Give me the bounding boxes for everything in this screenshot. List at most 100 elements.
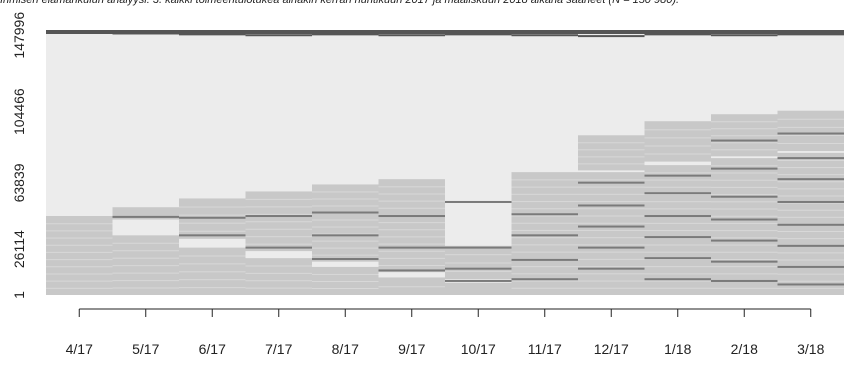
column-4: [245, 30, 312, 295]
state-line: [179, 33, 246, 36]
band-stripe: [312, 198, 379, 200]
band-stripe: [578, 222, 645, 224]
band-stripe: [46, 287, 113, 289]
state-line: [644, 192, 711, 195]
band-stripe: [711, 230, 778, 232]
state-line: [179, 234, 246, 237]
column-3: [179, 30, 246, 295]
column-9: [578, 30, 645, 295]
band-stripe: [777, 259, 844, 261]
band-stripe: [777, 209, 844, 211]
support-band: [578, 172, 645, 295]
band-stripe: [179, 263, 246, 265]
column-background: [245, 30, 312, 295]
band-stripe: [644, 145, 711, 147]
band-stripe: [511, 193, 578, 195]
state-line: [312, 33, 379, 36]
state-line: [511, 258, 578, 261]
band-stripe: [644, 186, 711, 188]
y-tick-label: 147996: [11, 12, 27, 59]
support-band: [445, 282, 512, 295]
band-stripe: [578, 179, 645, 181]
band-stripe: [312, 226, 379, 228]
band-stripe: [777, 231, 844, 233]
state-line: [445, 267, 512, 270]
band-stripe: [578, 149, 645, 151]
state-line: [511, 234, 578, 237]
state-line: [179, 216, 246, 219]
band-stripe: [578, 258, 645, 260]
band-stripe: [511, 237, 578, 239]
band-stripe: [644, 287, 711, 289]
state-line: [777, 132, 844, 135]
band-stripe: [245, 236, 312, 238]
band-stripe: [777, 202, 844, 204]
y-tick-label: 104466: [11, 88, 27, 135]
band-stripe: [179, 287, 246, 289]
band-stripe: [378, 207, 445, 209]
band-stripe: [179, 255, 246, 257]
band-stripe: [312, 205, 379, 207]
support-band: [312, 184, 379, 262]
band-stripe: [711, 179, 778, 181]
band-stripe: [777, 118, 844, 120]
state-line: [711, 260, 778, 263]
support-band: [711, 158, 778, 295]
state-line: [711, 195, 778, 198]
state-line: [711, 139, 778, 142]
band-stripe: [46, 251, 113, 253]
band-stripe: [312, 240, 379, 242]
band-stripe: [644, 179, 711, 181]
band-stripe: [711, 135, 778, 137]
band-stripe: [511, 244, 578, 246]
band-stripe: [711, 194, 778, 196]
band-stripe: [777, 273, 844, 275]
band-stripe: [511, 208, 578, 210]
band-stripe: [245, 287, 312, 289]
band-stripe: [578, 142, 645, 144]
band-stripe: [112, 257, 179, 259]
band-stripe: [312, 254, 379, 256]
support-band: [644, 121, 711, 162]
state-line: [644, 174, 711, 177]
band-stripe: [777, 280, 844, 282]
state-line: [312, 258, 379, 261]
band-stripe: [112, 265, 179, 267]
band-stripe: [578, 208, 645, 210]
band-stripe: [578, 156, 645, 158]
band-stripe: [644, 172, 711, 174]
state-line: [245, 246, 312, 249]
band-stripe: [112, 242, 179, 244]
band-stripe: [112, 287, 179, 289]
band-stripe: [711, 186, 778, 188]
state-line: [777, 244, 844, 247]
state-line: [445, 200, 512, 203]
band-stripe: [46, 273, 113, 275]
band-stripe: [511, 215, 578, 217]
band-stripe: [777, 174, 844, 176]
band-stripe: [511, 273, 578, 275]
band-stripe: [777, 159, 844, 161]
state-line: [378, 34, 445, 37]
band-stripe: [245, 221, 312, 223]
band-stripe: [644, 153, 711, 155]
band-stripe: [578, 237, 645, 239]
x-tick-label: 9/17: [398, 341, 425, 357]
band-stripe: [245, 265, 312, 267]
band-stripe: [312, 191, 379, 193]
band-stripe: [511, 251, 578, 253]
x-tick-label: 4/17: [66, 341, 93, 357]
band-stripe: [711, 273, 778, 275]
band-stripe: [578, 251, 645, 253]
support-band: [46, 216, 113, 295]
band-stripe: [711, 208, 778, 210]
column-7: [445, 30, 512, 295]
band-stripe: [179, 271, 246, 273]
support-band: [777, 110, 844, 152]
state-line: [777, 157, 844, 160]
band-stripe: [711, 165, 778, 167]
band-stripe: [711, 266, 778, 268]
band-stripe: [378, 257, 445, 259]
band-stripe: [644, 129, 711, 131]
